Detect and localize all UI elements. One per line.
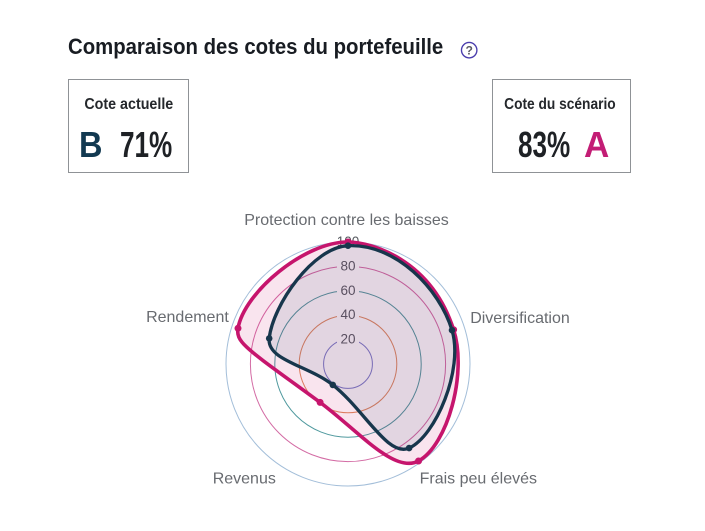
svg-text:60: 60 bbox=[340, 283, 355, 298]
svg-text:Diversification: Diversification bbox=[470, 310, 570, 327]
svg-text:20: 20 bbox=[340, 332, 355, 347]
svg-text:Revenus: Revenus bbox=[213, 471, 276, 488]
svg-text:Frais peu élevés: Frais peu élevés bbox=[420, 471, 537, 488]
svg-text:40: 40 bbox=[340, 307, 355, 322]
svg-text:?: ? bbox=[465, 43, 472, 57]
svg-text:Protection contre les baisses: Protection contre les baisses bbox=[244, 212, 449, 229]
svg-text:Rendement: Rendement bbox=[146, 309, 229, 326]
svg-text:80: 80 bbox=[340, 258, 355, 273]
